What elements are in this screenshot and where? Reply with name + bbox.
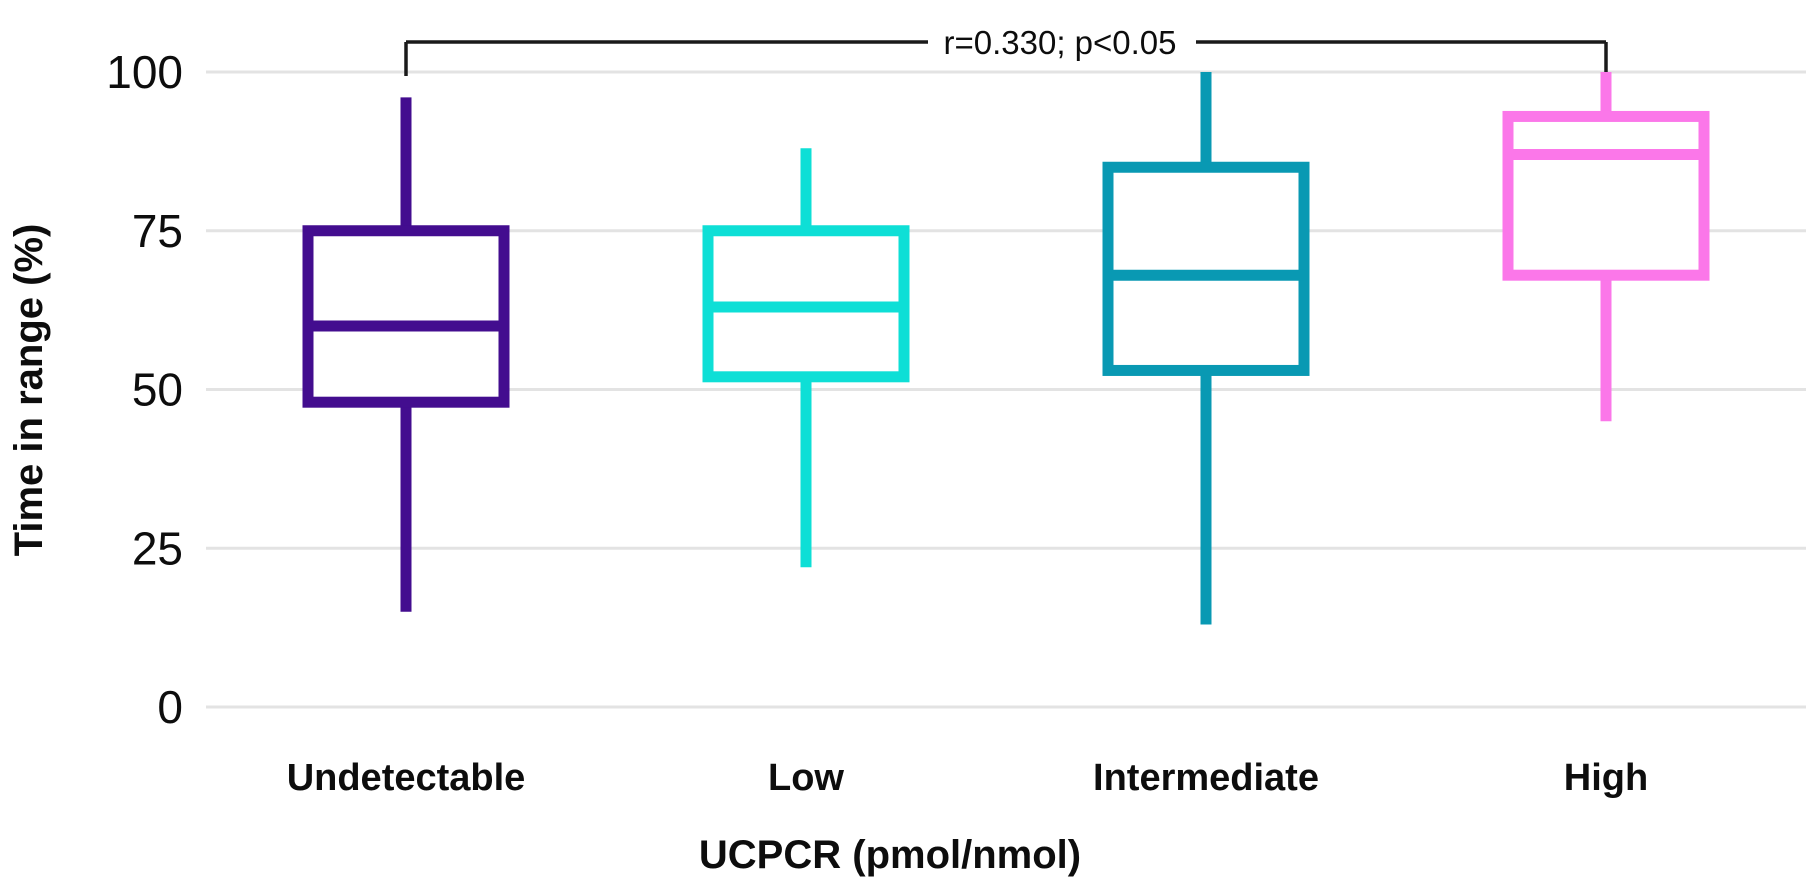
y-tick-label: 50 — [132, 364, 183, 416]
category-label-high: High — [1564, 757, 1648, 799]
y-tick-label: 75 — [132, 205, 183, 257]
category-label-undetectable: Undetectable — [287, 757, 526, 799]
category-labels: Undetectable Low Intermediate High — [287, 757, 1649, 799]
category-label-low: Low — [768, 757, 844, 799]
box-series — [302, 72, 1710, 625]
iqr-box — [1502, 110, 1710, 281]
y-tick-labels: 0 25 50 75 100 — [106, 46, 183, 733]
box-intermediate — [1102, 72, 1310, 625]
y-axis-title: Time in range (%) — [7, 224, 51, 557]
iqr-box — [302, 225, 510, 408]
y-tick-label: 25 — [132, 522, 183, 574]
category-label-intermediate: Intermediate — [1093, 757, 1319, 799]
annotation-text: r=0.330; p<0.05 — [943, 24, 1176, 61]
box-undetectable — [302, 97, 510, 612]
y-tick-label: 0 — [157, 681, 183, 733]
box-low — [702, 148, 910, 568]
iqr-box — [1102, 161, 1310, 376]
x-axis-title: UCPCR (pmol/nmol) — [699, 833, 1081, 877]
annotation-background — [928, 22, 1196, 64]
box-high — [1502, 72, 1710, 422]
y-tick-label: 100 — [106, 46, 183, 98]
